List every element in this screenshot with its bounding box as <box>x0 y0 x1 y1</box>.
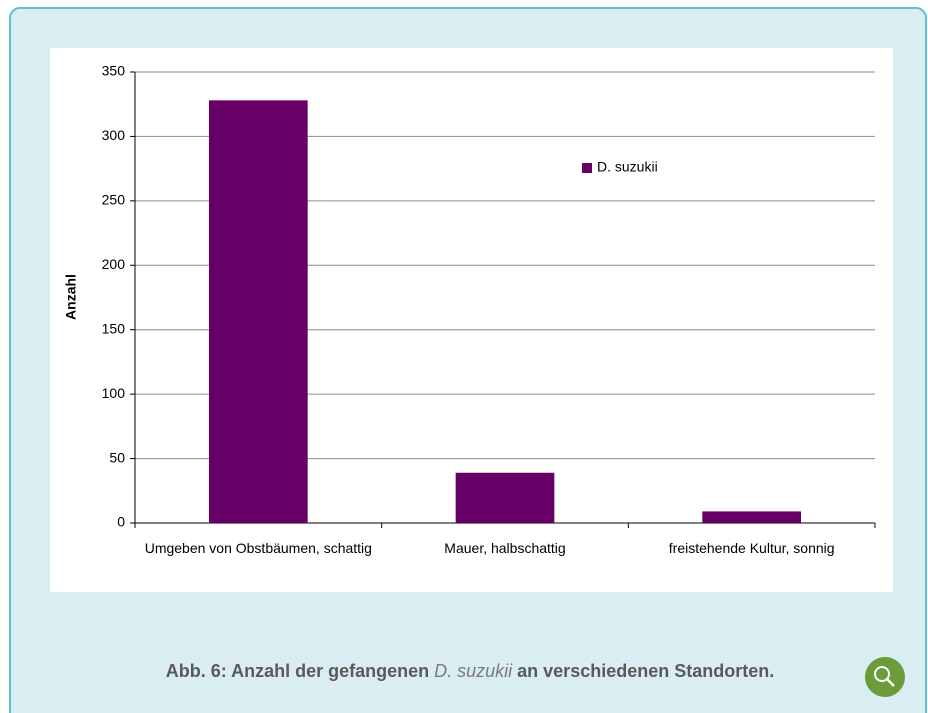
x-label-box: Mauer, halbschattig <box>444 540 566 556</box>
caption-text: an verschiedenen Standorten. <box>512 661 774 681</box>
y-tick-label: 150 <box>102 320 126 336</box>
bar <box>455 472 555 523</box>
x-label-box: freistehende Kultur, sonnig <box>668 540 835 556</box>
caption-italic: D. suzukii <box>434 661 513 681</box>
y-tick-label: 250 <box>102 192 126 208</box>
y-tick-label: 100 <box>102 385 126 401</box>
bar <box>209 100 308 523</box>
bar <box>702 511 801 523</box>
legend-swatch <box>582 163 592 173</box>
y-tick-label: 200 <box>102 256 126 272</box>
caption-text: Abb. 6: Anzahl der gefangenen <box>166 661 434 681</box>
y-axis-title: Anzahl <box>63 274 79 320</box>
y-tick-label: 300 <box>102 127 126 143</box>
y-tick-label: 0 <box>117 514 125 530</box>
caption: Abb. 6: Anzahl der gefangenen D. suzukii… <box>166 661 774 681</box>
zoom-circle[interactable] <box>865 657 905 697</box>
x-tick-label: Mauer, halbschattig <box>444 540 566 556</box>
x-label-box: Umgeben von Obstbäumen, schattig <box>144 540 372 556</box>
zoom-icon <box>886 678 895 687</box>
x-tick-label: Umgeben von Obstbäumen, schattig <box>144 540 372 556</box>
zoom-button[interactable] <box>865 657 905 697</box>
y-tick-label: 350 <box>102 63 126 79</box>
y-tick-label: 50 <box>109 449 125 465</box>
x-tick-label: freistehende Kultur, sonnig <box>668 540 835 556</box>
legend-label: D. suzukii <box>597 159 658 175</box>
zoom-icon <box>874 666 890 682</box>
